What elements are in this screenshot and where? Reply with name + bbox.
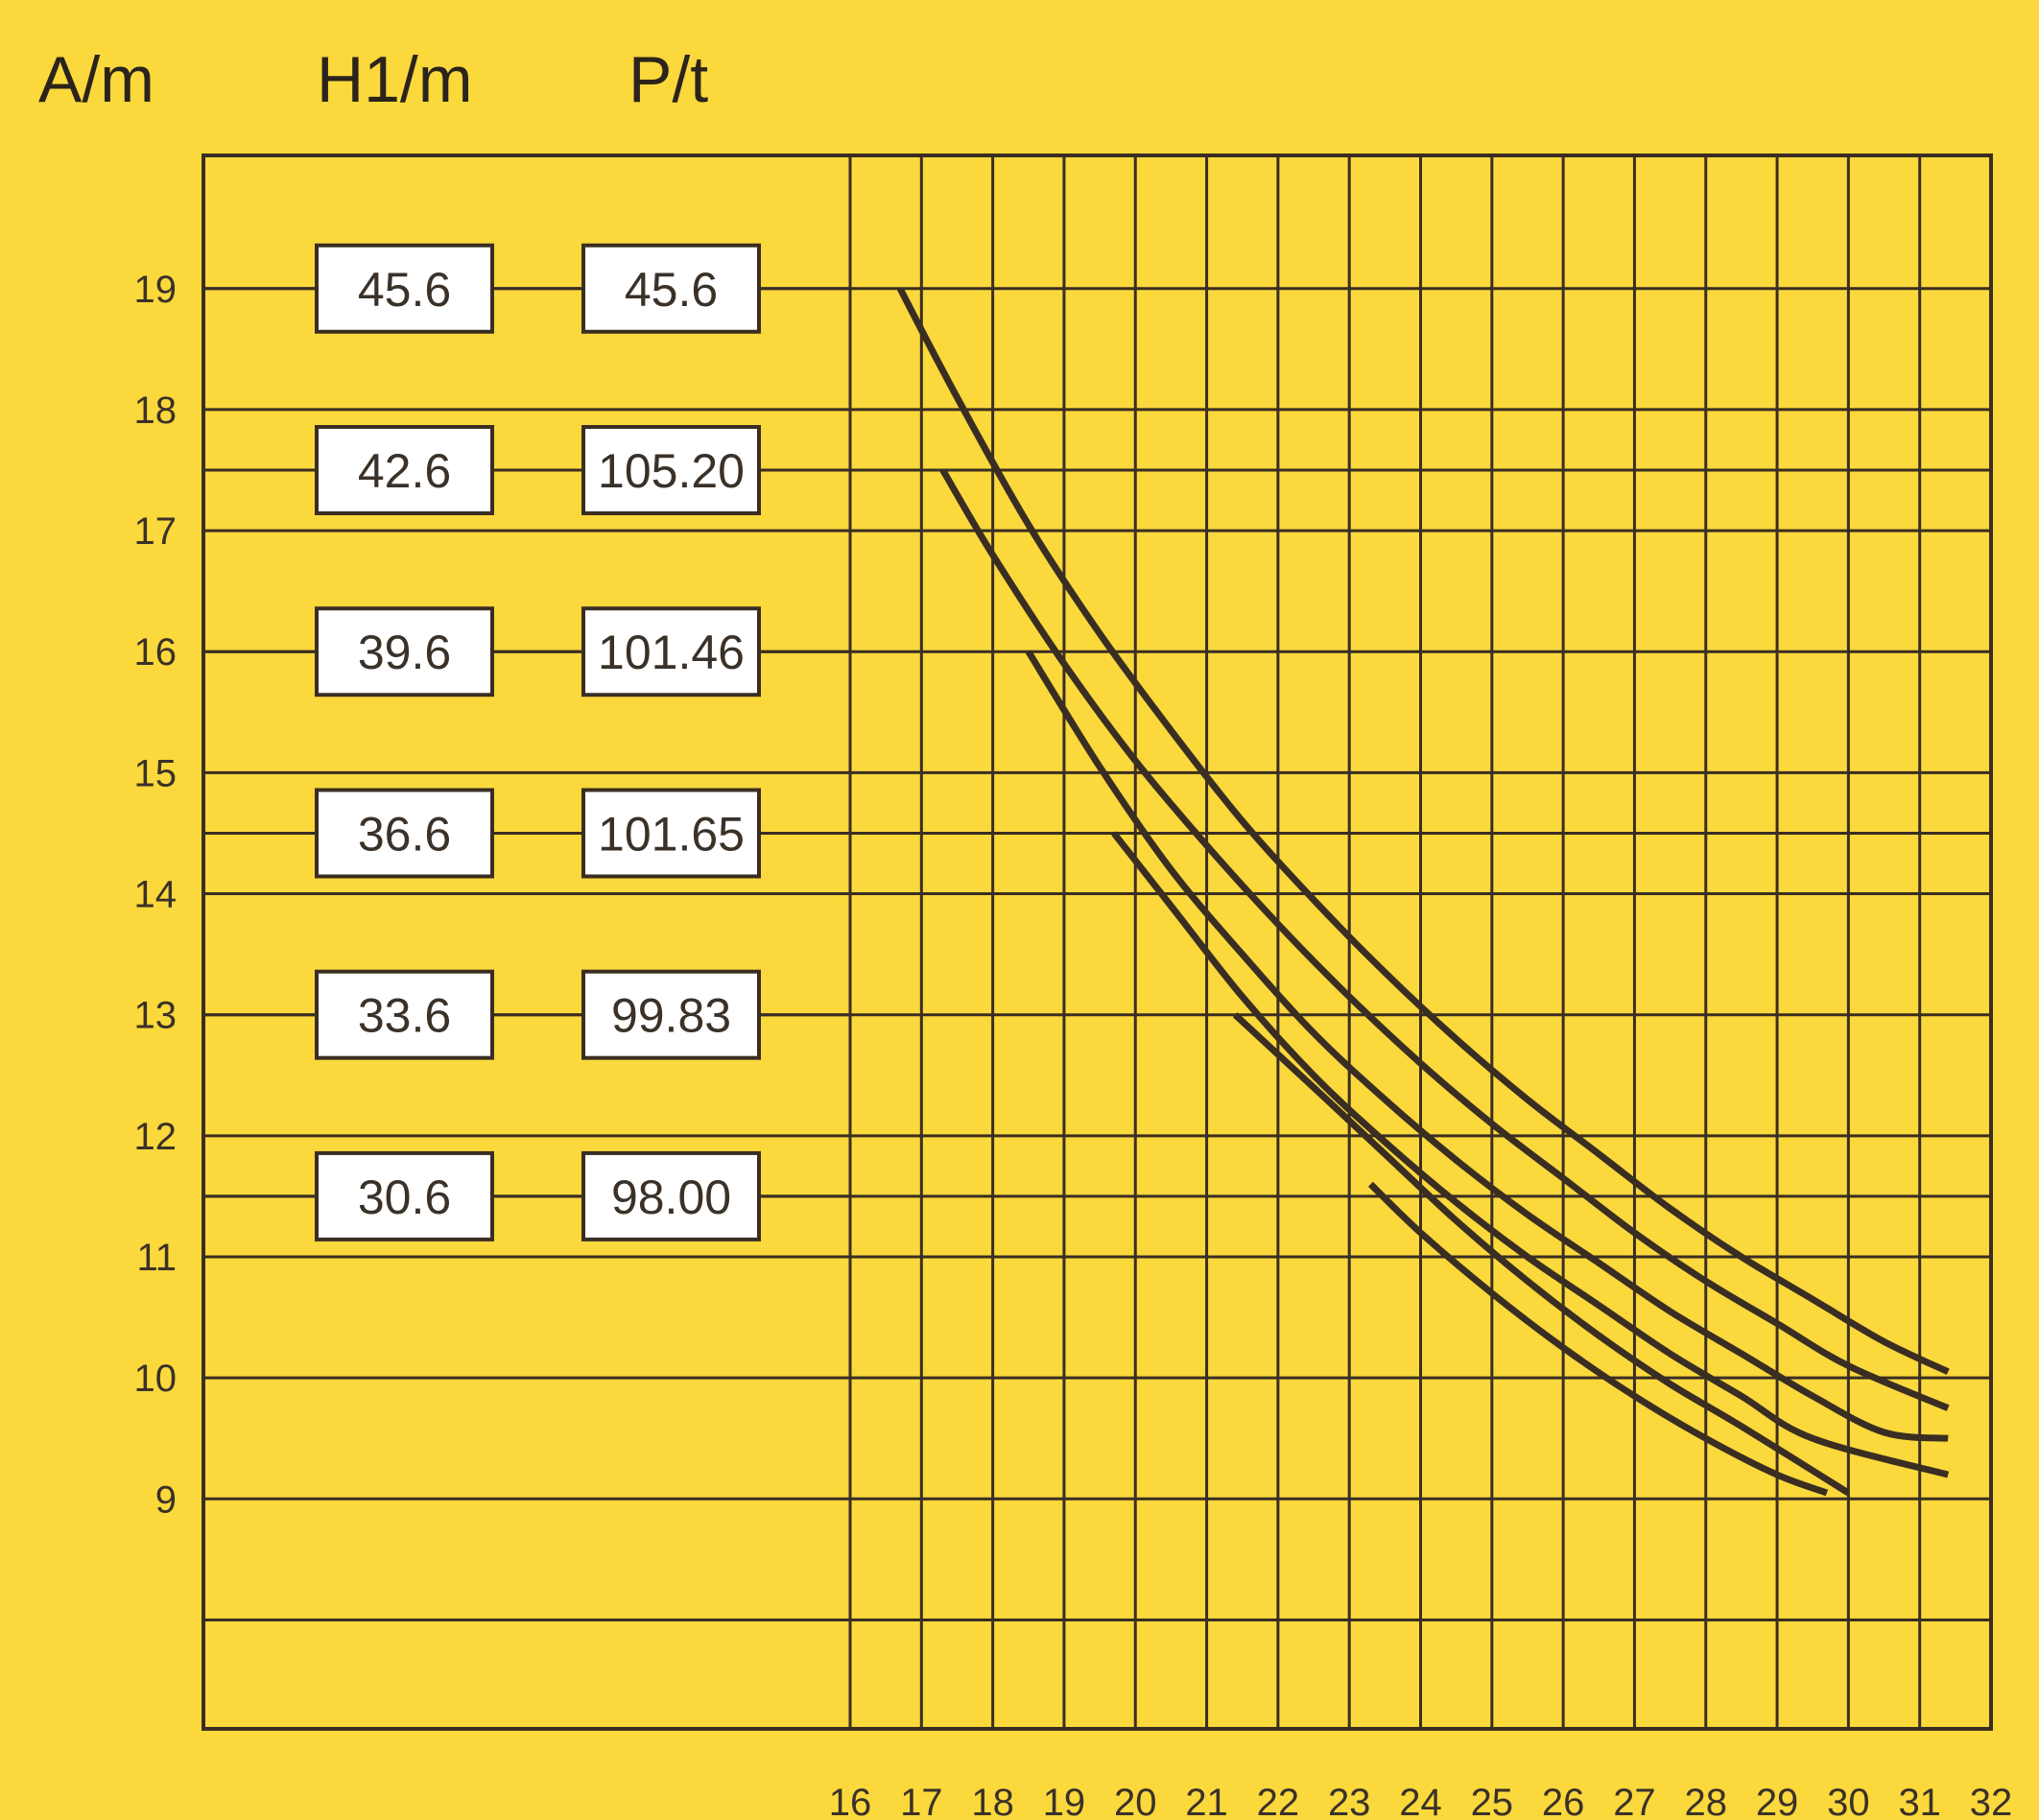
x-tick-label: 17 xyxy=(900,1782,943,1820)
h1-value: 42.6 xyxy=(358,444,451,498)
y-tick-label: 14 xyxy=(134,874,178,916)
h1-value-box xyxy=(315,425,494,515)
y-tick-label: 10 xyxy=(134,1358,178,1400)
series-curve xyxy=(1367,1181,1829,1497)
header-p-label: P/t xyxy=(628,43,708,116)
header-labels: A/m H1/m P/t xyxy=(38,43,708,116)
h1-value-box xyxy=(315,606,494,697)
h1-value: 45.6 xyxy=(358,263,451,317)
series-curve xyxy=(896,287,1950,1375)
x-tick-label: 19 xyxy=(1043,1782,1086,1820)
plot-frame xyxy=(202,154,1993,1731)
h1-value-box xyxy=(315,1150,494,1241)
x-tick-label: 29 xyxy=(1756,1782,1799,1820)
y-tick-label: 13 xyxy=(134,995,178,1037)
y-tick-label: 15 xyxy=(134,752,178,794)
p-value: 101.46 xyxy=(598,626,745,679)
h1-value-box xyxy=(315,969,494,1060)
y-tick-label: 12 xyxy=(134,1116,178,1158)
p-value: 105.20 xyxy=(598,444,745,498)
p-value: 99.83 xyxy=(611,989,731,1043)
p-value: 45.6 xyxy=(625,263,718,317)
series-curve xyxy=(1232,1012,1851,1496)
x-tick-label: 18 xyxy=(971,1782,1014,1820)
p-value-box xyxy=(581,425,761,515)
p-value-box xyxy=(581,788,761,879)
p-value-box xyxy=(581,1150,761,1241)
x-tick-label: 21 xyxy=(1185,1782,1228,1820)
x-tick-label: 32 xyxy=(1970,1782,2013,1820)
h1-value-box xyxy=(315,243,494,334)
y-tick-label: 9 xyxy=(155,1478,177,1521)
x-tick-label: 31 xyxy=(1898,1782,1941,1820)
x-tick-label: 26 xyxy=(1542,1782,1585,1820)
x-tick-label: 25 xyxy=(1471,1782,1514,1820)
h1-value-box xyxy=(315,788,494,879)
y-tick-label: 19 xyxy=(134,269,178,311)
p-value-box xyxy=(581,243,761,334)
h1-value: 30.6 xyxy=(358,1170,451,1224)
h1-value: 33.6 xyxy=(358,989,451,1043)
p-value-box xyxy=(581,969,761,1060)
h1-value: 39.6 xyxy=(358,626,451,679)
gridlines xyxy=(203,155,1993,1729)
row-connectors xyxy=(203,287,850,1198)
p-value: 98.00 xyxy=(611,1170,731,1224)
h1-value: 36.6 xyxy=(358,807,451,861)
curves xyxy=(896,287,1950,1497)
x-tick-label: 30 xyxy=(1827,1782,1870,1820)
header-a-label: A/m xyxy=(38,43,154,116)
y-tick-labels: 19 18 17 16 15 14 13 12 11 10 9 xyxy=(134,269,178,1522)
y-tick-label: 18 xyxy=(134,390,178,432)
value-boxes: 45.6 45.6 42.6 105.20 39.6 101.46 36.6 101.65 33… xyxy=(315,243,761,1241)
series-curve xyxy=(1111,831,1950,1478)
series-curve xyxy=(1025,650,1949,1442)
x-tick-label: 28 xyxy=(1685,1782,1728,1820)
p-value-box xyxy=(581,606,761,697)
x-tick-label: 24 xyxy=(1399,1782,1442,1820)
header-h1-label: H1/m xyxy=(317,43,472,116)
y-tick-label: 11 xyxy=(136,1237,177,1279)
x-tick-labels: 16 17 18 19 20 21 22 23 24 25 26 27 28 29 30 31 32 xyxy=(829,1782,2013,1820)
y-tick-label: 16 xyxy=(134,631,178,674)
y-tick-label: 17 xyxy=(134,510,178,553)
x-tick-label: 16 xyxy=(829,1782,872,1820)
x-tick-label: 20 xyxy=(1114,1782,1157,1820)
series-curve xyxy=(939,468,1950,1411)
x-tick-label: 27 xyxy=(1613,1782,1656,1820)
x-tick-label: 23 xyxy=(1328,1782,1371,1820)
p-value: 101.65 xyxy=(598,807,745,861)
x-tick-label: 22 xyxy=(1257,1782,1300,1820)
